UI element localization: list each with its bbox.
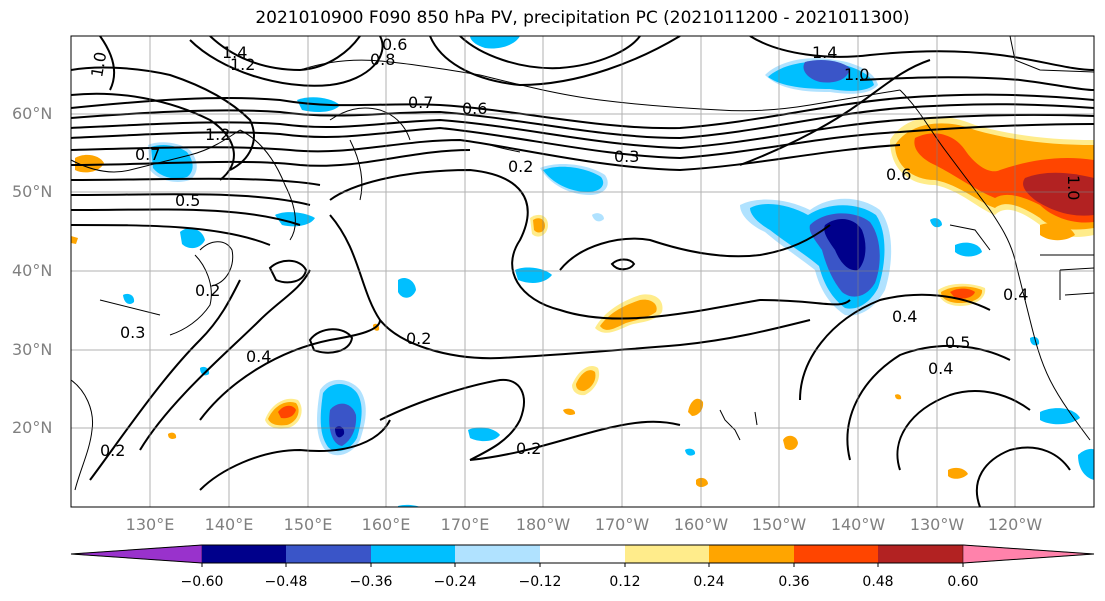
lat-label: 20°N [12, 418, 53, 437]
colorbar [70, 544, 1095, 567]
colorbar-swatch [286, 545, 371, 563]
colorbar-swatch [625, 545, 709, 563]
colorbar-tick-label: −0.12 [518, 574, 562, 590]
contour-label: 0.5 [175, 191, 200, 210]
contour-label: 1.0 [844, 65, 869, 84]
contour-label: 0.4 [1003, 285, 1028, 304]
contour-label: 1.0 [1064, 175, 1083, 200]
contour-label: 0.4 [928, 359, 953, 378]
colorbar-extend-high [962, 544, 1095, 564]
contour-labels: 1.0 1.4 1.2 0.6 0.8 1.4 1.0 0.7 0.6 0.7 … [87, 35, 1083, 460]
contour-label: 0.6 [382, 35, 407, 54]
lon-label: 150°W [751, 515, 807, 534]
colorbar-swatch [878, 545, 963, 563]
colorbar-swatch [371, 545, 455, 563]
lon-label: 130°W [909, 515, 965, 534]
colorbar-swatch [202, 545, 286, 563]
colorbar-tick-label: 0.36 [778, 574, 810, 590]
colorbar-extend-low [70, 544, 203, 564]
contour-label: 0.7 [408, 93, 433, 112]
contour-label: 0.3 [614, 147, 639, 166]
contour-label: 1.4 [222, 43, 247, 62]
colorbar-tick-label: 0.48 [862, 574, 894, 590]
lon-label: 160°W [673, 515, 729, 534]
contour-label: 1.4 [812, 43, 837, 62]
colorbar-swatch [455, 545, 540, 563]
lat-label: 30°N [12, 340, 53, 359]
contour-label: 1.2 [205, 125, 230, 144]
contour-label: 0.7 [135, 145, 160, 164]
contour-label: 0.2 [195, 281, 220, 300]
colorbar-tick-label: −0.60 [180, 574, 224, 590]
colorbar-tick-label: −0.48 [264, 574, 308, 590]
colorbar-tick-label: 0.24 [693, 574, 725, 590]
colorbar-swatch [794, 545, 878, 563]
colorbar-tick-label: 0.12 [609, 574, 641, 590]
lon-label: 160°E [361, 515, 411, 534]
lon-label: 120°W [987, 515, 1043, 534]
coastlines [71, 36, 1094, 491]
contour-label: 0.5 [945, 333, 970, 352]
precip-shading [71, 36, 1094, 507]
contour-label: 0.2 [516, 439, 541, 458]
contour-label: 1.2 [230, 55, 255, 74]
lat-label: 40°N [12, 261, 53, 280]
colorbar-tick-label: 0.60 [947, 574, 979, 590]
lon-label: 170°W [594, 515, 650, 534]
lon-label: 140°E [204, 515, 254, 534]
plot-frame [70, 35, 1095, 508]
colorbar-tick-label: −0.24 [433, 574, 477, 590]
lon-label: 170°E [440, 515, 490, 534]
contour-label: 0.3 [120, 323, 145, 342]
pv-contours [71, 36, 1094, 507]
map-title: 2021010900 F090 850 hPa PV, precipitatio… [255, 8, 910, 28]
colorbar-swatch [540, 545, 625, 563]
lon-label: 150°E [283, 515, 333, 534]
lon-label: 180°W [515, 515, 571, 534]
gridlines [71, 36, 1094, 507]
lon-label: 140°W [830, 515, 886, 534]
contour-label: 0.2 [100, 441, 125, 460]
contour-label: 0.8 [370, 50, 395, 69]
contour-label: 0.2 [406, 329, 431, 348]
contour-label: 0.2 [508, 157, 533, 176]
contour-label: 0.6 [462, 99, 487, 118]
lat-label: 50°N [12, 182, 53, 201]
contour-label: 0.4 [892, 307, 917, 326]
lon-label: 130°E [125, 515, 175, 534]
colorbar-swatch [709, 545, 794, 563]
colorbar-tick-label: −0.36 [349, 574, 393, 590]
contour-label: 1.0 [87, 50, 110, 78]
contour-label: 0.6 [886, 165, 911, 184]
lat-label: 60°N [12, 104, 53, 123]
contour-label: 0.4 [246, 347, 271, 366]
